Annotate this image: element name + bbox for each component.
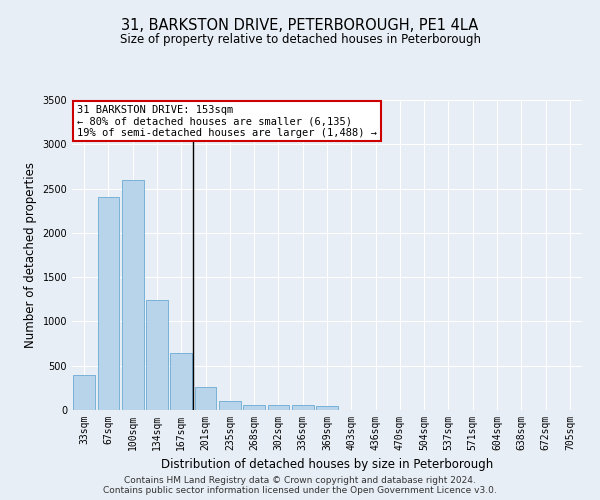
Bar [122, 180, 143, 410]
Bar [243, 404, 265, 410]
Text: 31, BARKSTON DRIVE, PETERBOROUGH, PE1 4LA: 31, BARKSTON DRIVE, PETERBOROUGH, PE1 4L… [121, 18, 479, 32]
Text: Size of property relative to detached houses in Peterborough: Size of property relative to detached ho… [119, 32, 481, 46]
Bar [73, 376, 95, 410]
Text: Contains HM Land Registry data © Crown copyright and database right 2024.
Contai: Contains HM Land Registry data © Crown c… [103, 476, 497, 495]
Bar [170, 354, 192, 410]
Bar [292, 405, 314, 410]
Bar [146, 300, 168, 410]
Bar [316, 406, 338, 410]
Bar [97, 198, 119, 410]
Y-axis label: Number of detached properties: Number of detached properties [24, 162, 37, 348]
Bar [268, 404, 289, 410]
X-axis label: Distribution of detached houses by size in Peterborough: Distribution of detached houses by size … [161, 458, 493, 471]
Bar [194, 387, 217, 410]
Text: 31 BARKSTON DRIVE: 153sqm
← 80% of detached houses are smaller (6,135)
19% of se: 31 BARKSTON DRIVE: 153sqm ← 80% of detac… [77, 104, 377, 138]
Bar [219, 401, 241, 410]
